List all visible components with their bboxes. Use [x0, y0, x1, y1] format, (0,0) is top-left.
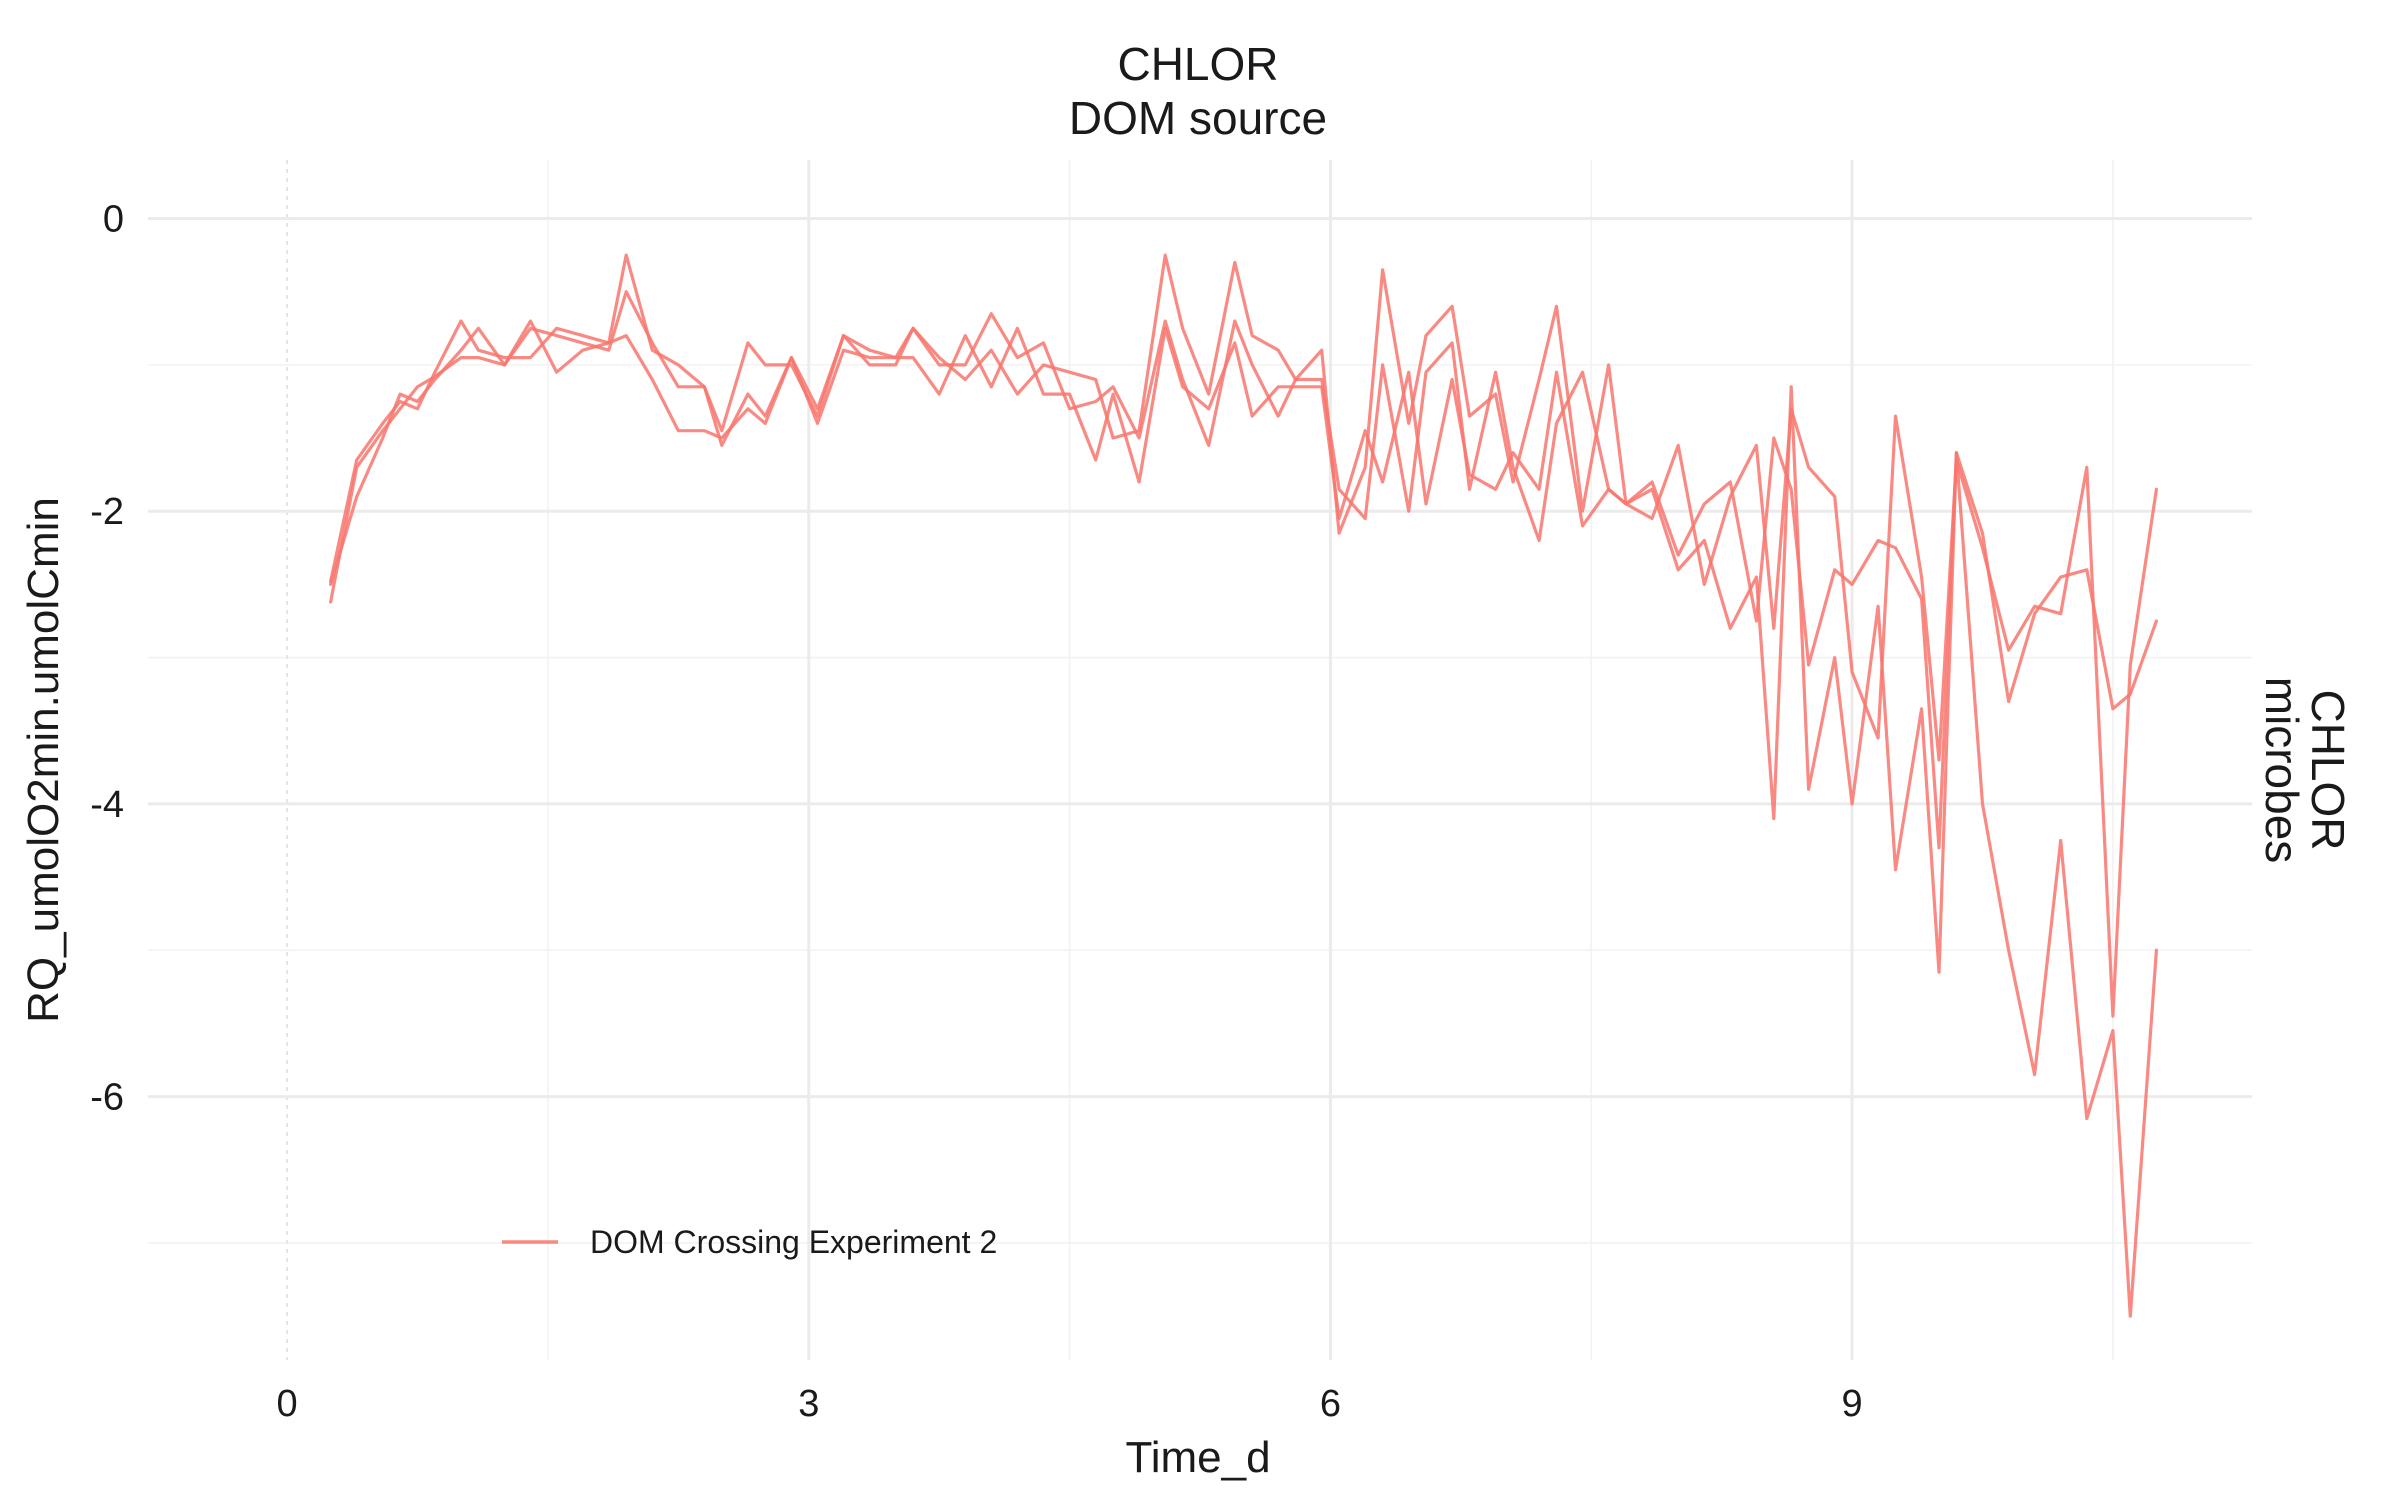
legend: DOM Crossing Experiment 2	[502, 1224, 997, 1260]
x-tick-label: 0	[277, 1383, 298, 1425]
y-tick-label: -6	[90, 1077, 124, 1119]
series-line-2	[329, 253, 2158, 850]
grid-layer	[148, 160, 2252, 1360]
series-layer	[329, 253, 2158, 1318]
facet-right-line-2: microbes	[2256, 677, 2308, 864]
tick-label-layer: 0 3 6 9 0 -2 -4 -6	[90, 199, 1862, 1425]
x-tick-label: 3	[798, 1383, 819, 1425]
series-line-3	[329, 319, 2158, 1018]
y-tick-label: -2	[90, 491, 124, 533]
x-axis-title: Time_d	[1125, 1433, 1270, 1482]
x-tick-label: 9	[1841, 1383, 1862, 1425]
y-tick-label: 0	[103, 199, 124, 241]
facet-top-line-1: CHLOR	[1117, 38, 1278, 90]
x-tick-label: 6	[1320, 1383, 1341, 1425]
facet-right-line-1: CHLOR	[2302, 689, 2354, 850]
series-line-1	[329, 253, 2158, 1318]
legend-label: DOM Crossing Experiment 2	[590, 1224, 997, 1260]
facet-top-line-2: DOM source	[1069, 92, 1327, 144]
y-tick-label: -4	[90, 784, 124, 826]
y-axis-title: RQ_umolO2min.umolCmin	[19, 497, 68, 1023]
